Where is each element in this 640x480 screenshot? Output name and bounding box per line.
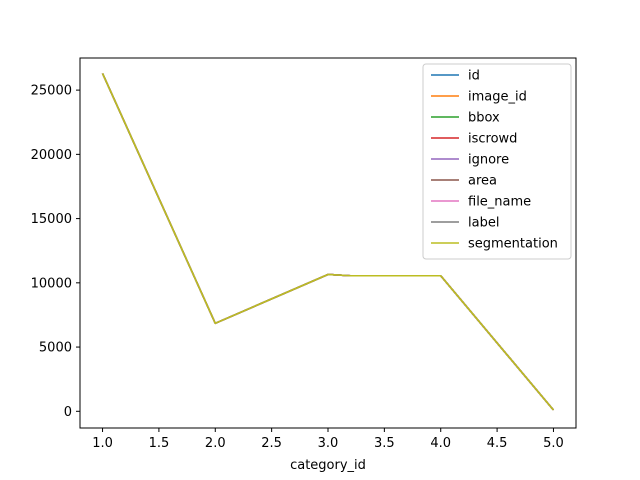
legend-label: id	[468, 69, 480, 84]
x-tick-label: 1.5	[149, 436, 170, 451]
x-tick-label: 3.0	[318, 436, 339, 451]
x-tick-label: 3.5	[374, 436, 395, 451]
y-tick-label: 5000	[39, 341, 72, 356]
x-tick-label: 2.5	[261, 436, 282, 451]
x-axis-ticks: 1.0 1.5 2.0 2.5 3.0 3.5 4.0 4.5 5.0	[92, 428, 564, 451]
series-layer	[101, 73, 555, 411]
x-axis-title: category_id	[290, 458, 366, 473]
legend-label: segmentation	[468, 237, 558, 252]
y-axis-ticks: 0 5000 10000 15000 20000 25000	[31, 84, 80, 420]
y-tick-label: 0	[64, 405, 72, 420]
x-tick-label: 4.0	[430, 436, 451, 451]
legend-label: image_id	[468, 90, 527, 105]
y-tick-label: 15000	[31, 212, 72, 227]
y-tick-label: 20000	[31, 148, 72, 163]
x-tick-label: 2.0	[205, 436, 226, 451]
x-tick-label: 1.0	[92, 436, 113, 451]
x-tick-label: 5.0	[543, 436, 564, 451]
legend-label: area	[468, 174, 497, 189]
y-tick-label: 10000	[31, 276, 72, 291]
x-tick-label: 4.5	[487, 436, 508, 451]
legend-box	[422, 63, 572, 260]
series-line-segmentation	[101, 73, 555, 411]
legend-label: bbox	[468, 111, 500, 126]
legend-label: label	[468, 216, 499, 231]
y-tick-label: 25000	[31, 84, 72, 99]
plot-frame	[79, 57, 577, 429]
legend-label: ignore	[468, 153, 509, 168]
legend-label: iscrowd	[468, 132, 517, 147]
legend-label: file_name	[468, 195, 531, 210]
